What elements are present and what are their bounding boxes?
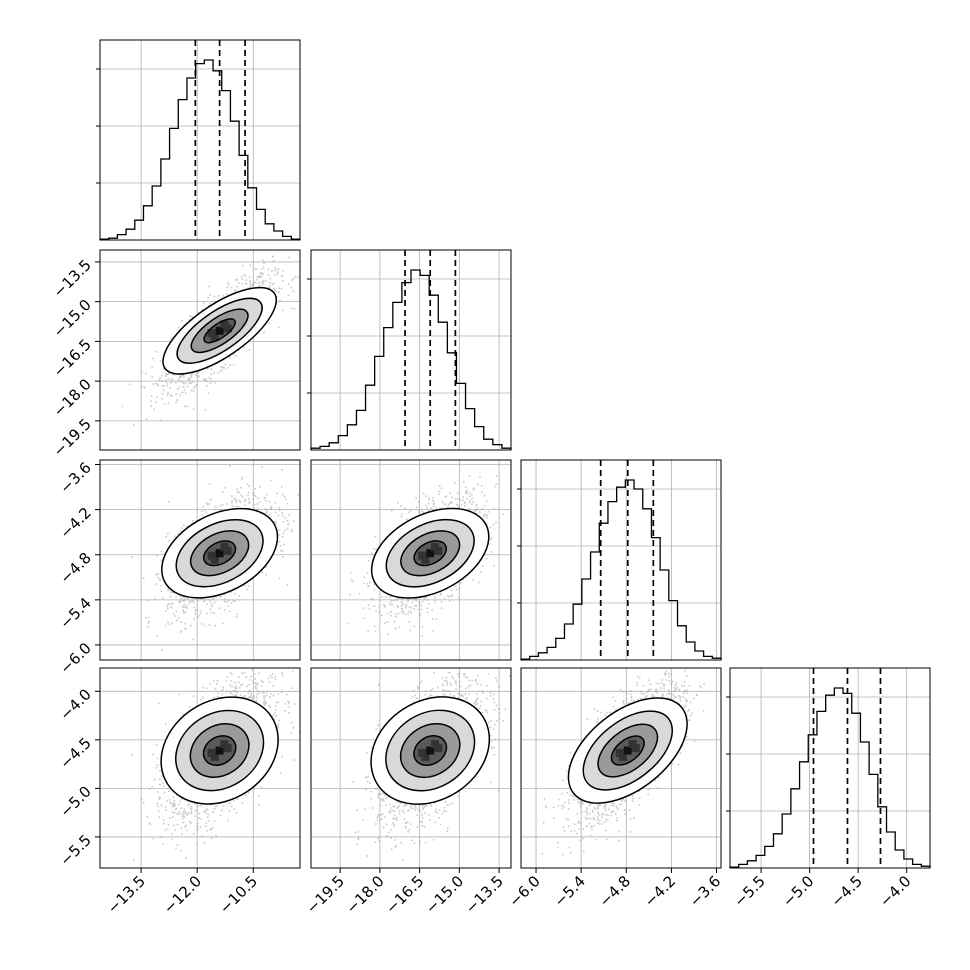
contour-line [175,518,264,588]
panel-frame [729,667,931,869]
x-tick-label: −4.8 [596,872,634,910]
histogram-panel-2 [307,249,512,451]
contour-line [161,507,279,599]
y-tick-label: −4.8 [56,549,94,587]
x-tick-label: −19.5 [303,872,348,917]
x-tick-label: −13.5 [104,872,149,917]
density-core-cell [631,744,640,753]
y-tick-label: −4.2 [56,504,94,542]
y-tick-label: −16.5 [50,335,95,380]
panel-frame [310,667,512,869]
contour-line [413,735,448,767]
x-tick-label: −18.0 [342,872,387,917]
contour-line [175,709,265,792]
panel-frame [310,249,512,451]
histogram-step-line [99,59,301,240]
density-core-cell [426,549,435,558]
density-core-cell [421,555,430,564]
density-core-cell [618,752,627,761]
x-tick-label: −15.0 [422,872,467,917]
x-tick-label: −13.5 [462,872,507,917]
x-tick-label: −6.0 [505,872,543,910]
y-tick-label: −18.0 [50,375,95,420]
histogram-panel-1 [96,39,301,241]
density-core-cell [623,746,632,755]
contour-line [610,735,645,766]
contour-line [189,530,250,577]
histogram-step-line [520,479,722,660]
x-tick-label: −4.2 [641,872,679,910]
density-core-cell [210,555,219,564]
panel-frame [310,459,512,661]
y-tick-label: −6.0 [56,639,94,677]
histogram-step-line [729,687,931,868]
density-core-cell [210,333,219,342]
density-core-cell [210,752,219,761]
panel-frame [99,667,301,869]
contour-line [582,710,674,791]
contour-line [202,540,237,567]
contour-line [567,697,688,804]
x-tick-label: −10.5 [216,872,261,917]
contour-line [385,709,476,792]
density-core-cell [215,746,224,755]
density-core-cell [223,744,232,753]
density-core-cell [434,744,443,753]
contour-line [399,722,461,779]
density-panel-4-2 [310,667,512,869]
contour-line [176,297,263,364]
x-tick-label: −4.5 [827,872,865,910]
density-panel-4-1 [99,667,301,869]
x-tick-label: −5.0 [779,872,817,910]
histogram-panel-4 [726,667,931,869]
y-tick-label: −15.0 [50,296,95,341]
density-core-cell [421,752,430,761]
contour-line [413,540,448,567]
panel-frame [99,39,301,241]
y-tick-label: −5.4 [56,594,94,632]
contour-line [202,735,237,766]
density-panel-2-1 [99,249,301,451]
x-tick-label: −12.0 [160,872,205,917]
density-core-cell [223,546,232,555]
histogram-panel-3 [517,459,722,661]
contour-line [385,518,475,588]
contour-line [190,308,249,354]
contour-line [162,286,278,375]
x-tick-label: −5.4 [550,872,588,910]
contour-line [370,507,490,599]
density-core-cell [215,326,224,335]
y-tick-label: −4.5 [56,734,94,772]
density-core-cell [223,324,232,333]
x-tick-label: −16.5 [382,872,427,917]
density-core-cell [215,549,224,558]
panel-frame [520,667,722,869]
x-tick-label: −3.6 [686,872,724,910]
density-panel-3-2 [310,459,512,661]
density-panel-3-1 [99,459,301,661]
panel-frame [520,459,722,661]
y-tick-label: −5.5 [56,831,94,869]
density-core-cell [426,746,435,755]
contour-line [203,318,236,344]
y-tick-label: −13.5 [50,256,95,301]
contour-line [189,723,250,778]
panel-frame [99,459,301,661]
y-tick-label: −4.0 [56,685,94,723]
y-tick-label: −19.5 [50,415,95,460]
contour-line [597,723,659,778]
x-tick-label: −4.0 [876,872,914,910]
contour-line [400,530,461,577]
contour-line [370,696,491,805]
x-tick-label: −5.5 [730,872,768,910]
panel-frame [99,249,301,451]
y-tick-label: −3.6 [56,459,94,497]
y-tick-label: −5.0 [56,782,94,820]
density-core-cell [434,546,443,555]
density-panel-4-3 [520,667,722,869]
histogram-step-line [310,269,512,450]
contour-line [160,696,279,805]
